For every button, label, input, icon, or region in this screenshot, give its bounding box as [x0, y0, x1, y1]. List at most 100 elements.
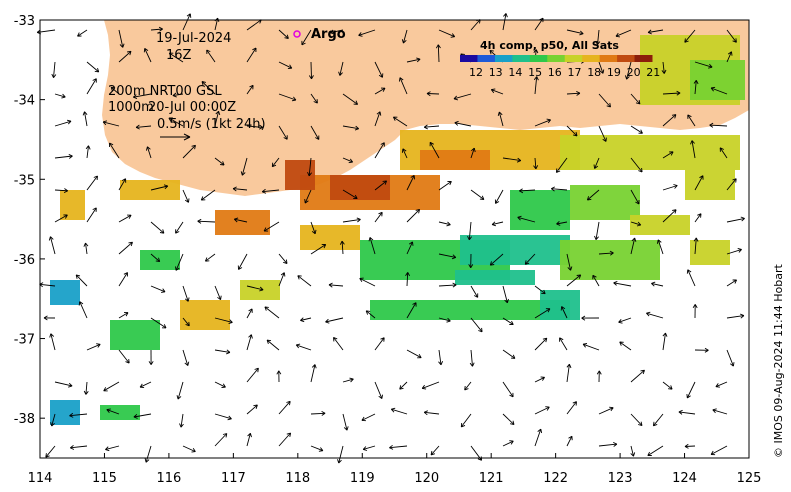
- current-arrow: [106, 409, 120, 415]
- current-arrowhead: [222, 433, 228, 438]
- current-arrowhead: [311, 229, 317, 235]
- current-arrow: [182, 445, 196, 453]
- current-arrowhead: [719, 147, 724, 152]
- current-arrow: [502, 413, 515, 425]
- current-arrow: [241, 157, 248, 176]
- sst-patch: [120, 180, 180, 200]
- current-arrowhead: [185, 321, 190, 327]
- colorbar-swatch: [494, 55, 513, 62]
- current-arrowhead: [338, 71, 343, 76]
- current-arrow: [310, 93, 318, 104]
- current-arrowhead: [489, 261, 495, 266]
- argo-marker-icon: [293, 30, 301, 38]
- current-arrow: [438, 253, 456, 258]
- current-arrowhead: [380, 87, 386, 92]
- current-arrow: [726, 349, 734, 367]
- current-arrow: [342, 218, 361, 223]
- current-arrowhead: [489, 49, 494, 55]
- current-arrowhead: [417, 353, 422, 359]
- current-arrow: [374, 180, 387, 191]
- current-arrowhead: [566, 363, 572, 369]
- current-arrowhead: [619, 341, 624, 346]
- current-arrow: [534, 119, 551, 127]
- current-arrowhead: [576, 90, 581, 96]
- current-arrow: [339, 61, 344, 76]
- current-arrowhead: [594, 235, 599, 240]
- current-arrow: [630, 445, 634, 457]
- current-arrowhead: [708, 63, 713, 69]
- sst-patch: [50, 280, 80, 305]
- plot-frame: [39, 19, 750, 459]
- current-arrow: [406, 58, 421, 63]
- sst-patches: [50, 35, 745, 425]
- current-arrow: [263, 221, 280, 232]
- current-arrowhead: [304, 199, 309, 204]
- current-arrowhead: [517, 215, 522, 221]
- current-arrowhead: [237, 265, 243, 270]
- current-arrow: [502, 317, 514, 325]
- current-arrowhead: [715, 383, 720, 388]
- x-tick-label: 121: [479, 471, 504, 486]
- current-arrowhead: [572, 131, 578, 137]
- current-arrow: [54, 189, 68, 192]
- current-arrow: [39, 283, 56, 287]
- current-arrowhead: [503, 13, 508, 18]
- current-arrowhead: [586, 196, 592, 201]
- current-arrow: [470, 189, 485, 200]
- colorbar-tick-label: 17: [568, 66, 582, 79]
- current-arrowhead: [430, 450, 436, 456]
- colorbar-tick-label: 15: [528, 66, 542, 79]
- current-arrow: [333, 337, 344, 351]
- current-arrowhead: [128, 241, 133, 247]
- current-arrow: [726, 248, 742, 255]
- current-arrow: [85, 381, 88, 395]
- current-arrow: [246, 433, 251, 447]
- current-arrowhead: [321, 411, 326, 416]
- current-arrow: [502, 285, 508, 303]
- current-arrowhead: [127, 214, 132, 219]
- current-arrowhead: [204, 257, 210, 262]
- current-arrowhead: [662, 332, 668, 337]
- current-arrowhead: [646, 311, 651, 317]
- current-arrow: [278, 93, 297, 101]
- current-arrowhead: [226, 349, 231, 355]
- current-arrowhead: [252, 47, 257, 53]
- current-arrowhead: [709, 122, 714, 128]
- current-arrow: [86, 61, 99, 73]
- colorbar: [460, 55, 653, 62]
- current-arrow: [246, 308, 253, 319]
- current-arrowhead: [408, 241, 414, 246]
- current-arrow: [182, 349, 189, 366]
- y-axis-ticks: -33 -34 -35 -36 -37 -38: [14, 14, 45, 427]
- current-arrow: [715, 381, 728, 388]
- x-tick-label: 115: [92, 471, 117, 486]
- current-arrowhead: [93, 175, 98, 181]
- current-arrow: [246, 404, 258, 415]
- current-arrowhead: [61, 93, 66, 99]
- current-arrow: [246, 285, 264, 291]
- sst-patch: [510, 190, 570, 230]
- current-arrow: [406, 302, 417, 319]
- current-arrowhead: [106, 408, 111, 413]
- current-arrow: [214, 285, 222, 300]
- current-arrow: [592, 275, 600, 287]
- current-arrowhead: [464, 385, 469, 391]
- current-arrowhead: [668, 385, 673, 390]
- current-arrowhead: [710, 86, 716, 92]
- current-arrowhead: [398, 77, 404, 82]
- current-arrowhead: [572, 401, 577, 406]
- current-arrow: [694, 80, 697, 95]
- current-arrowhead: [313, 99, 318, 104]
- current-arrowhead: [287, 64, 293, 70]
- current-arrow: [86, 145, 89, 159]
- current-arrowhead: [595, 40, 601, 45]
- current-arrow: [233, 188, 248, 191]
- current-arrowhead: [576, 274, 582, 279]
- current-arrow: [310, 61, 312, 79]
- current-arrow: [391, 408, 408, 415]
- current-arrow: [453, 93, 472, 100]
- current-arrowhead: [378, 211, 383, 217]
- current-arrowhead: [179, 423, 184, 428]
- current-arrow: [197, 220, 216, 223]
